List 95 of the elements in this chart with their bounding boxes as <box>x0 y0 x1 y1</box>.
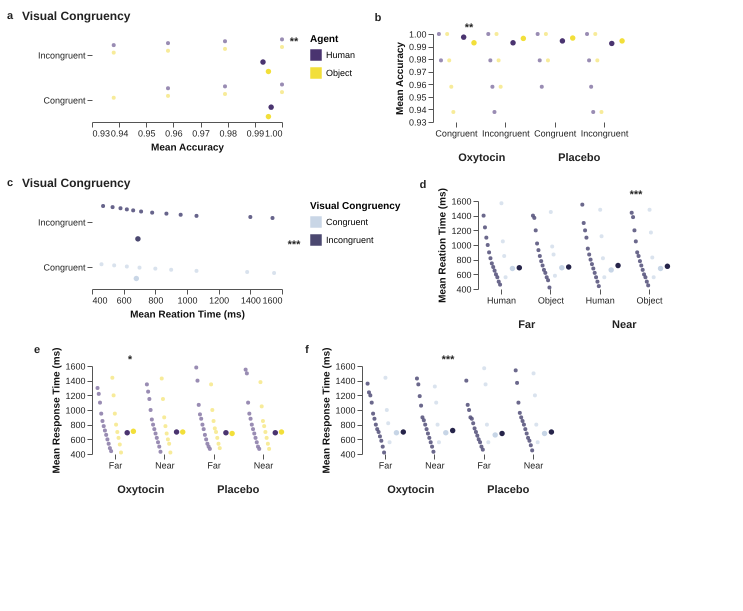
text: Placebo <box>558 152 601 164</box>
x-tick-label: 600 <box>116 296 132 306</box>
x-tick-label: 1000 <box>177 296 198 306</box>
x-tick-label: 800 <box>148 296 164 306</box>
x-tick-label: 0.99 <box>246 128 264 138</box>
text: Placebo <box>487 484 530 496</box>
y-tick-label: 1000 <box>451 240 472 250</box>
text: d <box>420 179 426 191</box>
y-tick-label: 1600 <box>65 362 86 372</box>
y-axis-title: Mean Reation Time (ms) <box>437 188 448 303</box>
x-tick-label: 0.98 <box>219 128 237 138</box>
y-tick-label: 1000 <box>65 406 86 416</box>
y-tick-label: 1600 <box>451 196 472 206</box>
y-tick-label: 600 <box>340 434 356 445</box>
legend-title: Agent <box>310 34 339 45</box>
x-tick-label: Human <box>586 296 615 306</box>
x-tick-label: Near <box>524 460 544 470</box>
legend-label: Object <box>326 68 353 78</box>
x-tick-label: 1.00 <box>264 128 282 138</box>
x-tick-label: Near <box>425 460 445 470</box>
y-tick-label: 0.95 <box>408 92 426 102</box>
y-tick-label: 1400 <box>451 211 472 222</box>
chart-title: Visual Congruency <box>22 176 131 190</box>
text: c <box>6 177 14 189</box>
y-tick-label: 0.99 <box>408 42 426 52</box>
y-tick-label: 1200 <box>65 390 86 401</box>
x-tick-label: 1400 <box>240 296 261 306</box>
x-tick-label: Far <box>477 460 491 470</box>
text: ** <box>290 36 299 48</box>
x-tick-label: Object <box>538 296 564 306</box>
text: Placebo <box>217 484 260 496</box>
y-tick-label: 800 <box>70 420 86 430</box>
y-tick-label: Congruent <box>43 96 86 106</box>
text: b <box>374 12 382 24</box>
y-axis-title: Mean Accuracy <box>394 42 406 115</box>
y-tick-label: 0.96 <box>408 80 426 90</box>
y-tick-label: 400 <box>70 450 86 460</box>
x-tick-label: 1200 <box>209 296 230 306</box>
y-axis-title: Mean Response Time (ms) <box>51 348 62 474</box>
x-tick-label: 0.96 <box>165 128 183 138</box>
x-tick-label: Human <box>486 296 516 306</box>
text: *** <box>630 189 644 201</box>
y-tick-label: Incongruent <box>38 50 86 60</box>
x-tick-label: Far <box>207 460 221 470</box>
x-tick-label: 0.93 <box>92 128 110 138</box>
y-tick-label: 0.97 <box>408 67 426 78</box>
y-tick-label: 0.93 <box>408 118 426 128</box>
y-tick-label: 1.00 <box>408 30 426 40</box>
y-tick-label: 0.94 <box>408 104 426 115</box>
legend-label: Human <box>326 50 356 60</box>
text: ** <box>464 22 474 34</box>
chart-title: Visual Congruency <box>22 9 131 23</box>
text: Far <box>518 319 536 331</box>
text: Oxytocin <box>117 484 165 496</box>
text: *** <box>288 239 302 251</box>
y-tick-label: 1200 <box>335 390 356 401</box>
x-tick-label: 0.94 <box>110 128 128 138</box>
x-tick-label: Incongruent <box>482 128 530 138</box>
y-tick-label: 1400 <box>335 376 356 386</box>
x-tick-label: Object <box>636 296 664 306</box>
y-tick-label: 400 <box>340 450 356 460</box>
text: Near <box>612 319 638 331</box>
x-tick-label: Congruent <box>534 128 577 138</box>
text: e <box>34 344 40 356</box>
x-tick-label: 0.95 <box>138 128 156 138</box>
text: Oxytocin <box>387 484 435 496</box>
text: Oxytocin <box>458 152 506 164</box>
text: *** <box>442 354 456 366</box>
y-tick-label: Incongruent <box>38 217 86 228</box>
x-tick-label: 1600 <box>262 296 282 306</box>
y-tick-label: 600 <box>70 434 86 445</box>
text: a <box>6 10 14 22</box>
x-axis-title: Mean Reation Time (ms) <box>130 310 245 320</box>
y-tick-label: 1200 <box>451 226 472 236</box>
y-tick-label: 1000 <box>335 406 356 416</box>
x-tick-label: Near <box>254 460 274 470</box>
y-axis-title: Mean Response Time (ms) <box>321 348 332 474</box>
text: f <box>305 344 310 356</box>
x-tick-label: Far <box>378 460 392 470</box>
y-tick-label: 0.98 <box>408 54 426 65</box>
x-axis-title: Mean Accuracy <box>151 142 224 154</box>
legend-title: Visual Congruency <box>310 201 401 212</box>
x-tick-label: Incongruent <box>580 128 629 138</box>
y-tick-label: 800 <box>456 255 472 266</box>
x-tick-label: 400 <box>92 296 108 306</box>
y-tick-label: 800 <box>340 420 356 430</box>
x-tick-label: Far <box>108 460 122 470</box>
y-tick-label: Congruent <box>43 262 86 273</box>
x-tick-label: Near <box>155 460 175 470</box>
text: * <box>128 354 133 366</box>
y-tick-label: 400 <box>456 284 472 294</box>
x-tick-label: 0.97 <box>192 128 210 138</box>
y-tick-label: 1600 <box>335 362 356 372</box>
y-tick-label: 1400 <box>65 376 86 386</box>
y-tick-label: 600 <box>456 270 472 280</box>
